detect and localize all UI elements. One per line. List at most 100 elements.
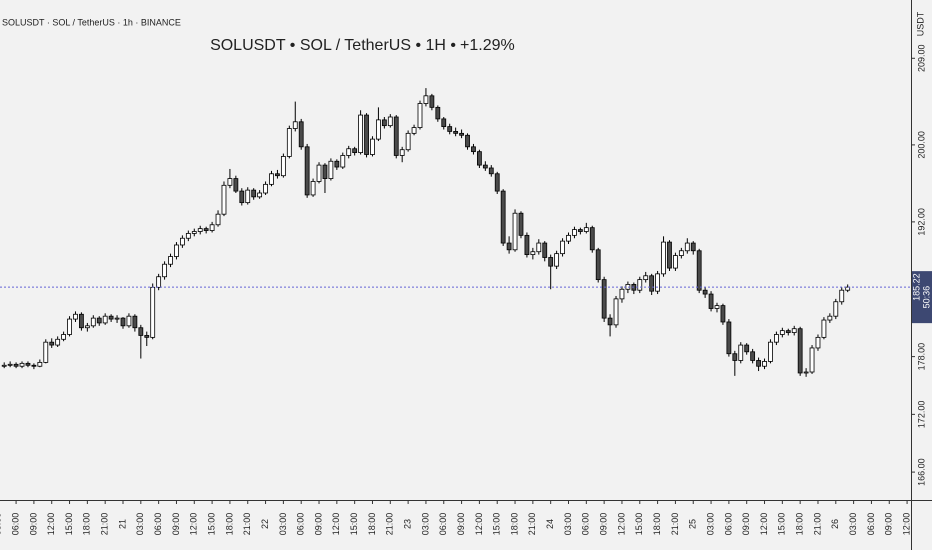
x-tick-label: 22: [260, 519, 270, 529]
candle-body: [269, 173, 274, 185]
candle-body: [298, 121, 304, 148]
candle-body: [548, 257, 554, 267]
x-tick-label: 23: [402, 519, 412, 529]
candle-body: [132, 315, 138, 329]
countdown-label: 50:36: [921, 286, 931, 309]
candle-body: [601, 279, 607, 319]
candle-body: [649, 275, 655, 292]
x-tick-label: 09:00: [171, 513, 181, 536]
candle-body: [358, 114, 364, 153]
candle-body: [560, 240, 565, 255]
candle-body: [7, 363, 13, 366]
x-tick-label: 21:00: [812, 513, 822, 536]
candle-body: [661, 241, 666, 275]
x-tick-label: 03:00: [420, 513, 430, 536]
candle-body: [524, 234, 530, 256]
candle-body: [55, 338, 61, 346]
candle-body: [102, 315, 108, 324]
candle-body: [441, 118, 447, 128]
y-tick-label: 172.00: [916, 401, 926, 429]
x-tick-label: 03:00: [278, 513, 288, 536]
x-tick-label: 12:00: [46, 513, 56, 536]
candle-body: [334, 160, 340, 168]
candle-body: [809, 347, 815, 373]
candle-body: [364, 114, 369, 155]
candle-body: [257, 192, 263, 198]
candle-body: [512, 212, 518, 251]
candle-body: [79, 313, 84, 329]
candle-body: [292, 121, 298, 129]
candle-body: [162, 263, 167, 278]
last-price-box: [912, 271, 932, 324]
candle-body: [720, 305, 726, 323]
candle-body: [280, 156, 286, 177]
candle-body: [506, 242, 512, 251]
candle-body: [637, 279, 643, 291]
candle-body: [595, 249, 601, 281]
candle-body: [209, 224, 215, 231]
candle-body: [435, 106, 441, 120]
candle-body: [482, 164, 488, 169]
candle-body: [453, 131, 459, 134]
candle-body: [37, 361, 43, 367]
candle-body: [73, 313, 78, 320]
x-tick-label: 24: [545, 519, 555, 529]
candle-body: [393, 116, 399, 156]
candle-body: [744, 344, 750, 353]
candle-body: [316, 164, 322, 182]
x-tick-label: 21:00: [242, 513, 252, 536]
candle-body: [756, 360, 761, 367]
candle-body: [690, 242, 696, 252]
candle-body: [774, 334, 779, 343]
candle-body: [84, 325, 90, 329]
candle-body: [1, 364, 7, 367]
candle-body: [619, 288, 625, 300]
x-tick-label: 06:00: [438, 513, 448, 536]
candle-body: [803, 371, 809, 374]
candle-body: [738, 344, 744, 361]
candle-body: [673, 255, 678, 269]
x-tick-label: 21:00: [527, 513, 537, 536]
candle-body: [714, 305, 720, 309]
candle-body: [607, 317, 613, 326]
y-tick-label: 178.00: [916, 343, 926, 371]
x-tick-label: 12:00: [901, 513, 911, 536]
candle-body: [566, 234, 571, 242]
candle-body: [405, 132, 411, 151]
candle-body: [827, 315, 833, 321]
candle-body: [583, 227, 589, 232]
candle-body: [762, 361, 767, 367]
y-tick-label: 209.00: [916, 45, 926, 73]
x-tick-label: 06:00: [581, 513, 591, 536]
candle-body: [465, 134, 470, 148]
candle-body: [215, 213, 221, 226]
candle-body: [577, 229, 583, 232]
candle-body: [43, 341, 49, 363]
candle-body: [471, 146, 476, 153]
candle-body: [845, 286, 851, 291]
y-tick-label: 200.00: [916, 131, 926, 159]
candle-body: [67, 318, 72, 335]
x-tick-label: 15:00: [634, 513, 644, 536]
candle-body: [120, 317, 126, 327]
candle-body: [286, 128, 292, 157]
candle-body: [797, 328, 803, 374]
candle-body: [179, 237, 185, 246]
candle-body: [168, 256, 173, 265]
candle-body: [197, 228, 203, 232]
x-tick-label: 12:00: [189, 513, 199, 536]
candle-body: [144, 335, 150, 338]
candle-body: [275, 173, 280, 177]
candle-body: [411, 127, 417, 134]
candle-body: [696, 250, 702, 291]
x-tick-label: 15:00: [64, 513, 74, 536]
candle-body: [429, 95, 435, 108]
candle-body: [387, 116, 393, 127]
candle-body: [732, 353, 738, 361]
candle-body: [702, 289, 708, 295]
candle-body: [96, 317, 102, 324]
x-tick-label: 03:00: [563, 513, 573, 536]
candle-body: [667, 241, 672, 269]
candle-body: [417, 103, 423, 128]
